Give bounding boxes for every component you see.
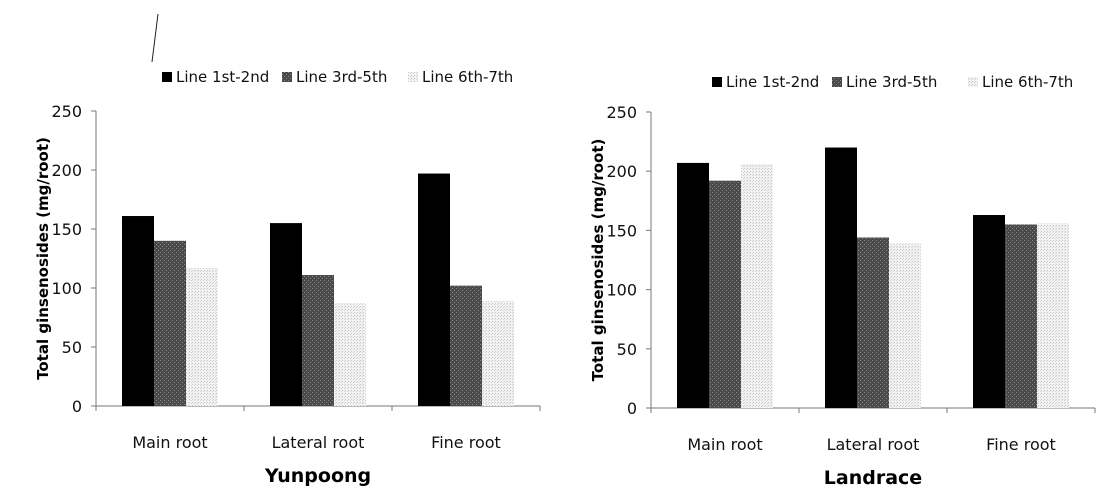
bar-landrace-0-0 — [677, 162, 709, 408]
x-axis-title: Landrace — [824, 467, 922, 489]
legend-swatch — [968, 77, 978, 87]
bar-landrace-2-1 — [1005, 224, 1037, 408]
legend-label: Line 6th-7th — [422, 68, 513, 86]
legend-swatch — [408, 72, 418, 82]
bar-landrace-1-1 — [857, 237, 889, 408]
legend-swatch — [712, 77, 722, 87]
y-axis-title: Total ginsenosides (mg/root) — [34, 137, 52, 380]
scan-mark — [151, 13, 159, 63]
y-tick-label: 150 — [606, 221, 637, 240]
bar-yunpoong-2-0 — [418, 173, 450, 406]
bar-yunpoong-0-0 — [122, 216, 154, 406]
y-axis-title: Total ginsenosides (mg/root) — [589, 139, 607, 382]
legend-label: Line 3rd-5th — [846, 73, 937, 91]
legend-label: Line 3rd-5th — [296, 68, 387, 86]
category-label: Main root — [132, 433, 207, 452]
legend-label: Line 1st-2nd — [726, 73, 819, 91]
bar-yunpoong-1-1 — [302, 275, 334, 406]
y-tick-label: 200 — [51, 161, 82, 180]
bar-yunpoong-1-0 — [270, 223, 302, 406]
category-label: Fine root — [431, 433, 501, 452]
y-tick-label: 100 — [606, 281, 637, 300]
bar-yunpoong-0-1 — [154, 240, 186, 406]
x-axis-title: Yunpoong — [264, 465, 371, 487]
bar-landrace-2-0 — [973, 215, 1005, 408]
legend-swatch — [162, 72, 172, 82]
y-tick-label: 100 — [51, 279, 82, 298]
legend-label: Line 6th-7th — [982, 73, 1073, 91]
bar-landrace-2-2 — [1037, 223, 1069, 408]
bar-yunpoong-2-1 — [450, 285, 482, 406]
bar-landrace-1-0 — [825, 147, 857, 408]
y-tick-label: 0 — [627, 399, 637, 418]
bar-yunpoong-2-2 — [482, 300, 514, 406]
y-tick-label: 0 — [72, 397, 82, 416]
legend-label: Line 1st-2nd — [176, 68, 269, 86]
bar-landrace-1-2 — [889, 243, 921, 408]
legend-swatch — [282, 72, 292, 82]
category-label: Main root — [687, 435, 762, 454]
bar-landrace-0-2 — [741, 164, 773, 408]
legend-swatch — [832, 77, 842, 87]
bar-yunpoong-0-2 — [186, 267, 218, 406]
category-label: Lateral root — [272, 433, 365, 452]
y-tick-label: 200 — [606, 162, 637, 181]
bar-yunpoong-1-2 — [334, 303, 366, 406]
category-label: Lateral root — [827, 435, 920, 454]
y-tick-label: 250 — [51, 102, 82, 121]
y-tick-label: 250 — [606, 103, 637, 122]
bar-landrace-0-1 — [709, 180, 741, 408]
category-label: Fine root — [986, 435, 1056, 454]
y-tick-label: 50 — [617, 340, 637, 359]
y-tick-label: 50 — [62, 338, 82, 357]
y-tick-label: 150 — [51, 220, 82, 239]
